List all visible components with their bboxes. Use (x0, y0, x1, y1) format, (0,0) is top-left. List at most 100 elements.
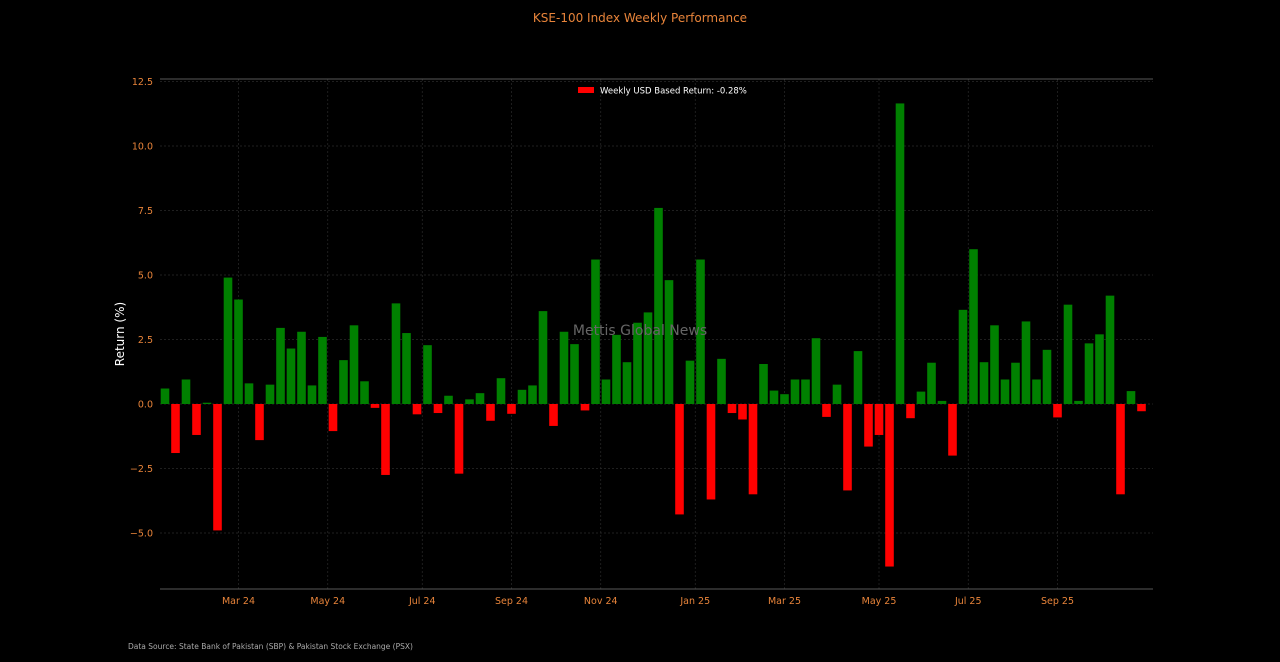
bar (475, 393, 485, 404)
bar (748, 404, 758, 495)
bars (160, 103, 1146, 567)
bar (402, 333, 411, 404)
bar (1011, 362, 1020, 404)
bar (297, 331, 306, 404)
bar (738, 404, 747, 420)
bar (244, 383, 254, 404)
bar (307, 385, 317, 404)
bar (276, 327, 285, 404)
bar (874, 404, 884, 435)
x-axis-ticks: Mar 24 May 24 Jul 24 Sep 24 Nov 24 Jan 25 Mar … (222, 596, 1074, 607)
bar (811, 338, 821, 404)
y-tick-label: −2.5 (130, 464, 153, 475)
bar (559, 331, 569, 404)
bar (654, 207, 663, 404)
bar (822, 404, 831, 417)
chart-title: KSE-100 Index Weekly Performance (533, 11, 747, 25)
bar (528, 385, 537, 404)
bar (948, 404, 957, 456)
bar (717, 358, 726, 404)
bar (265, 384, 275, 404)
legend: Weekly USD Based Return: -0.28% (578, 87, 747, 97)
x-tick-label: Mar 24 (222, 596, 255, 607)
bar (622, 362, 632, 404)
bar (1063, 304, 1073, 404)
bar (1126, 391, 1136, 404)
bar (538, 311, 548, 404)
bar (958, 309, 968, 404)
bar (937, 400, 947, 404)
bar (895, 103, 905, 405)
bar (864, 404, 873, 447)
bar (885, 404, 894, 567)
bar (675, 404, 684, 515)
bar (832, 384, 842, 404)
x-tick-label: Sep 24 (495, 596, 528, 607)
bar (192, 404, 201, 435)
bar (580, 404, 590, 411)
x-tick-label: Nov 24 (584, 596, 618, 607)
bar (255, 404, 264, 441)
bar (517, 389, 527, 404)
x-tick-label: May 25 (862, 596, 897, 607)
bar (916, 391, 926, 404)
bar (328, 404, 338, 432)
bar (1084, 343, 1094, 404)
bar (202, 402, 212, 404)
bar (412, 404, 422, 415)
bar (570, 344, 579, 404)
bar (391, 303, 401, 404)
x-tick-label: Mar 25 (768, 596, 801, 607)
bar (223, 277, 233, 404)
legend-swatch (578, 87, 594, 93)
bar (360, 381, 369, 404)
bar (181, 379, 191, 404)
bar (1074, 400, 1083, 404)
y-tick-label: 2.5 (138, 335, 153, 346)
bar (507, 404, 516, 414)
bar (1105, 295, 1115, 404)
watermark: Mettis Global News (573, 323, 707, 339)
bar (612, 334, 621, 404)
bar (465, 399, 474, 404)
y-tick-label: 12.5 (132, 77, 153, 88)
bar (1116, 404, 1125, 495)
bar (727, 404, 737, 414)
bar (790, 379, 800, 404)
bar (1053, 404, 1062, 418)
bar (706, 404, 716, 500)
bar (1000, 379, 1010, 404)
bar (433, 404, 443, 414)
bar (759, 364, 768, 404)
bar (769, 390, 779, 404)
bar (423, 345, 432, 404)
bar (906, 404, 915, 419)
bar (664, 280, 674, 404)
bar (444, 395, 453, 404)
y-tick-label: 0.0 (138, 400, 153, 411)
bar (486, 404, 495, 421)
bar (234, 299, 243, 404)
bar (1021, 321, 1031, 404)
bar (1032, 379, 1041, 404)
bar (454, 404, 464, 474)
y-axis-label: Return (%) (113, 302, 127, 366)
bar (339, 360, 348, 404)
x-tick-label: Jan 25 (679, 596, 710, 607)
x-tick-label: Jul 24 (408, 596, 436, 607)
bar (1095, 334, 1104, 404)
data-source-note: Data Source: State Bank of Pakistan (SBP… (128, 642, 413, 651)
bar (381, 404, 390, 475)
legend-label: Weekly USD Based Return: -0.28% (600, 87, 747, 97)
bar (853, 351, 863, 404)
bar (979, 362, 989, 404)
bar (286, 348, 296, 404)
bar (1137, 404, 1146, 412)
bar (1042, 349, 1052, 404)
bar (496, 378, 506, 404)
bar (318, 336, 327, 404)
y-tick-label: 10.0 (132, 142, 153, 153)
bar (990, 325, 999, 404)
y-axis-ticks: −5.0 −2.5 0.0 2.5 5.0 7.5 10.0 12.5 (130, 77, 153, 540)
